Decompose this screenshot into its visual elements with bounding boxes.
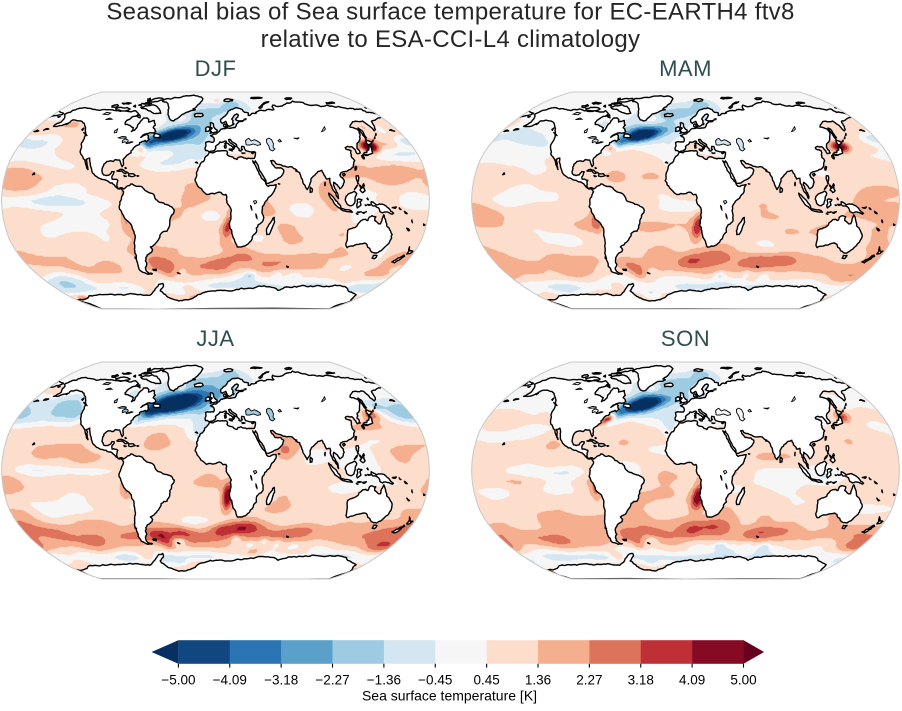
svg-text:−1.36: −1.36	[367, 673, 401, 688]
svg-text:−0.45: −0.45	[418, 673, 452, 688]
svg-text:Sea surface temperature [K]: Sea surface temperature [K]	[362, 688, 537, 704]
svg-text:SON: SON	[661, 326, 710, 351]
svg-text:Seasonal bias of Sea surface t: Seasonal bias of Sea surface temperature…	[106, 0, 794, 26]
svg-text:−3.18: −3.18	[264, 673, 298, 688]
svg-text:relative to ESA-CCI-L4 climato: relative to ESA-CCI-L4 climatology	[261, 26, 641, 53]
svg-text:−2.27: −2.27	[315, 673, 349, 688]
svg-text:DJF: DJF	[195, 56, 237, 81]
svg-text:−4.09: −4.09	[213, 673, 247, 688]
svg-text:5.00: 5.00	[730, 673, 756, 688]
svg-text:JJA: JJA	[196, 326, 234, 351]
svg-text:−5.00: −5.00	[161, 673, 195, 688]
svg-text:1.36: 1.36	[525, 673, 551, 688]
svg-text:3.18: 3.18	[628, 673, 654, 688]
svg-text:0.45: 0.45	[473, 673, 499, 688]
svg-text:MAM: MAM	[659, 56, 712, 81]
svg-text:4.09: 4.09	[679, 673, 705, 688]
svg-text:2.27: 2.27	[576, 673, 602, 688]
